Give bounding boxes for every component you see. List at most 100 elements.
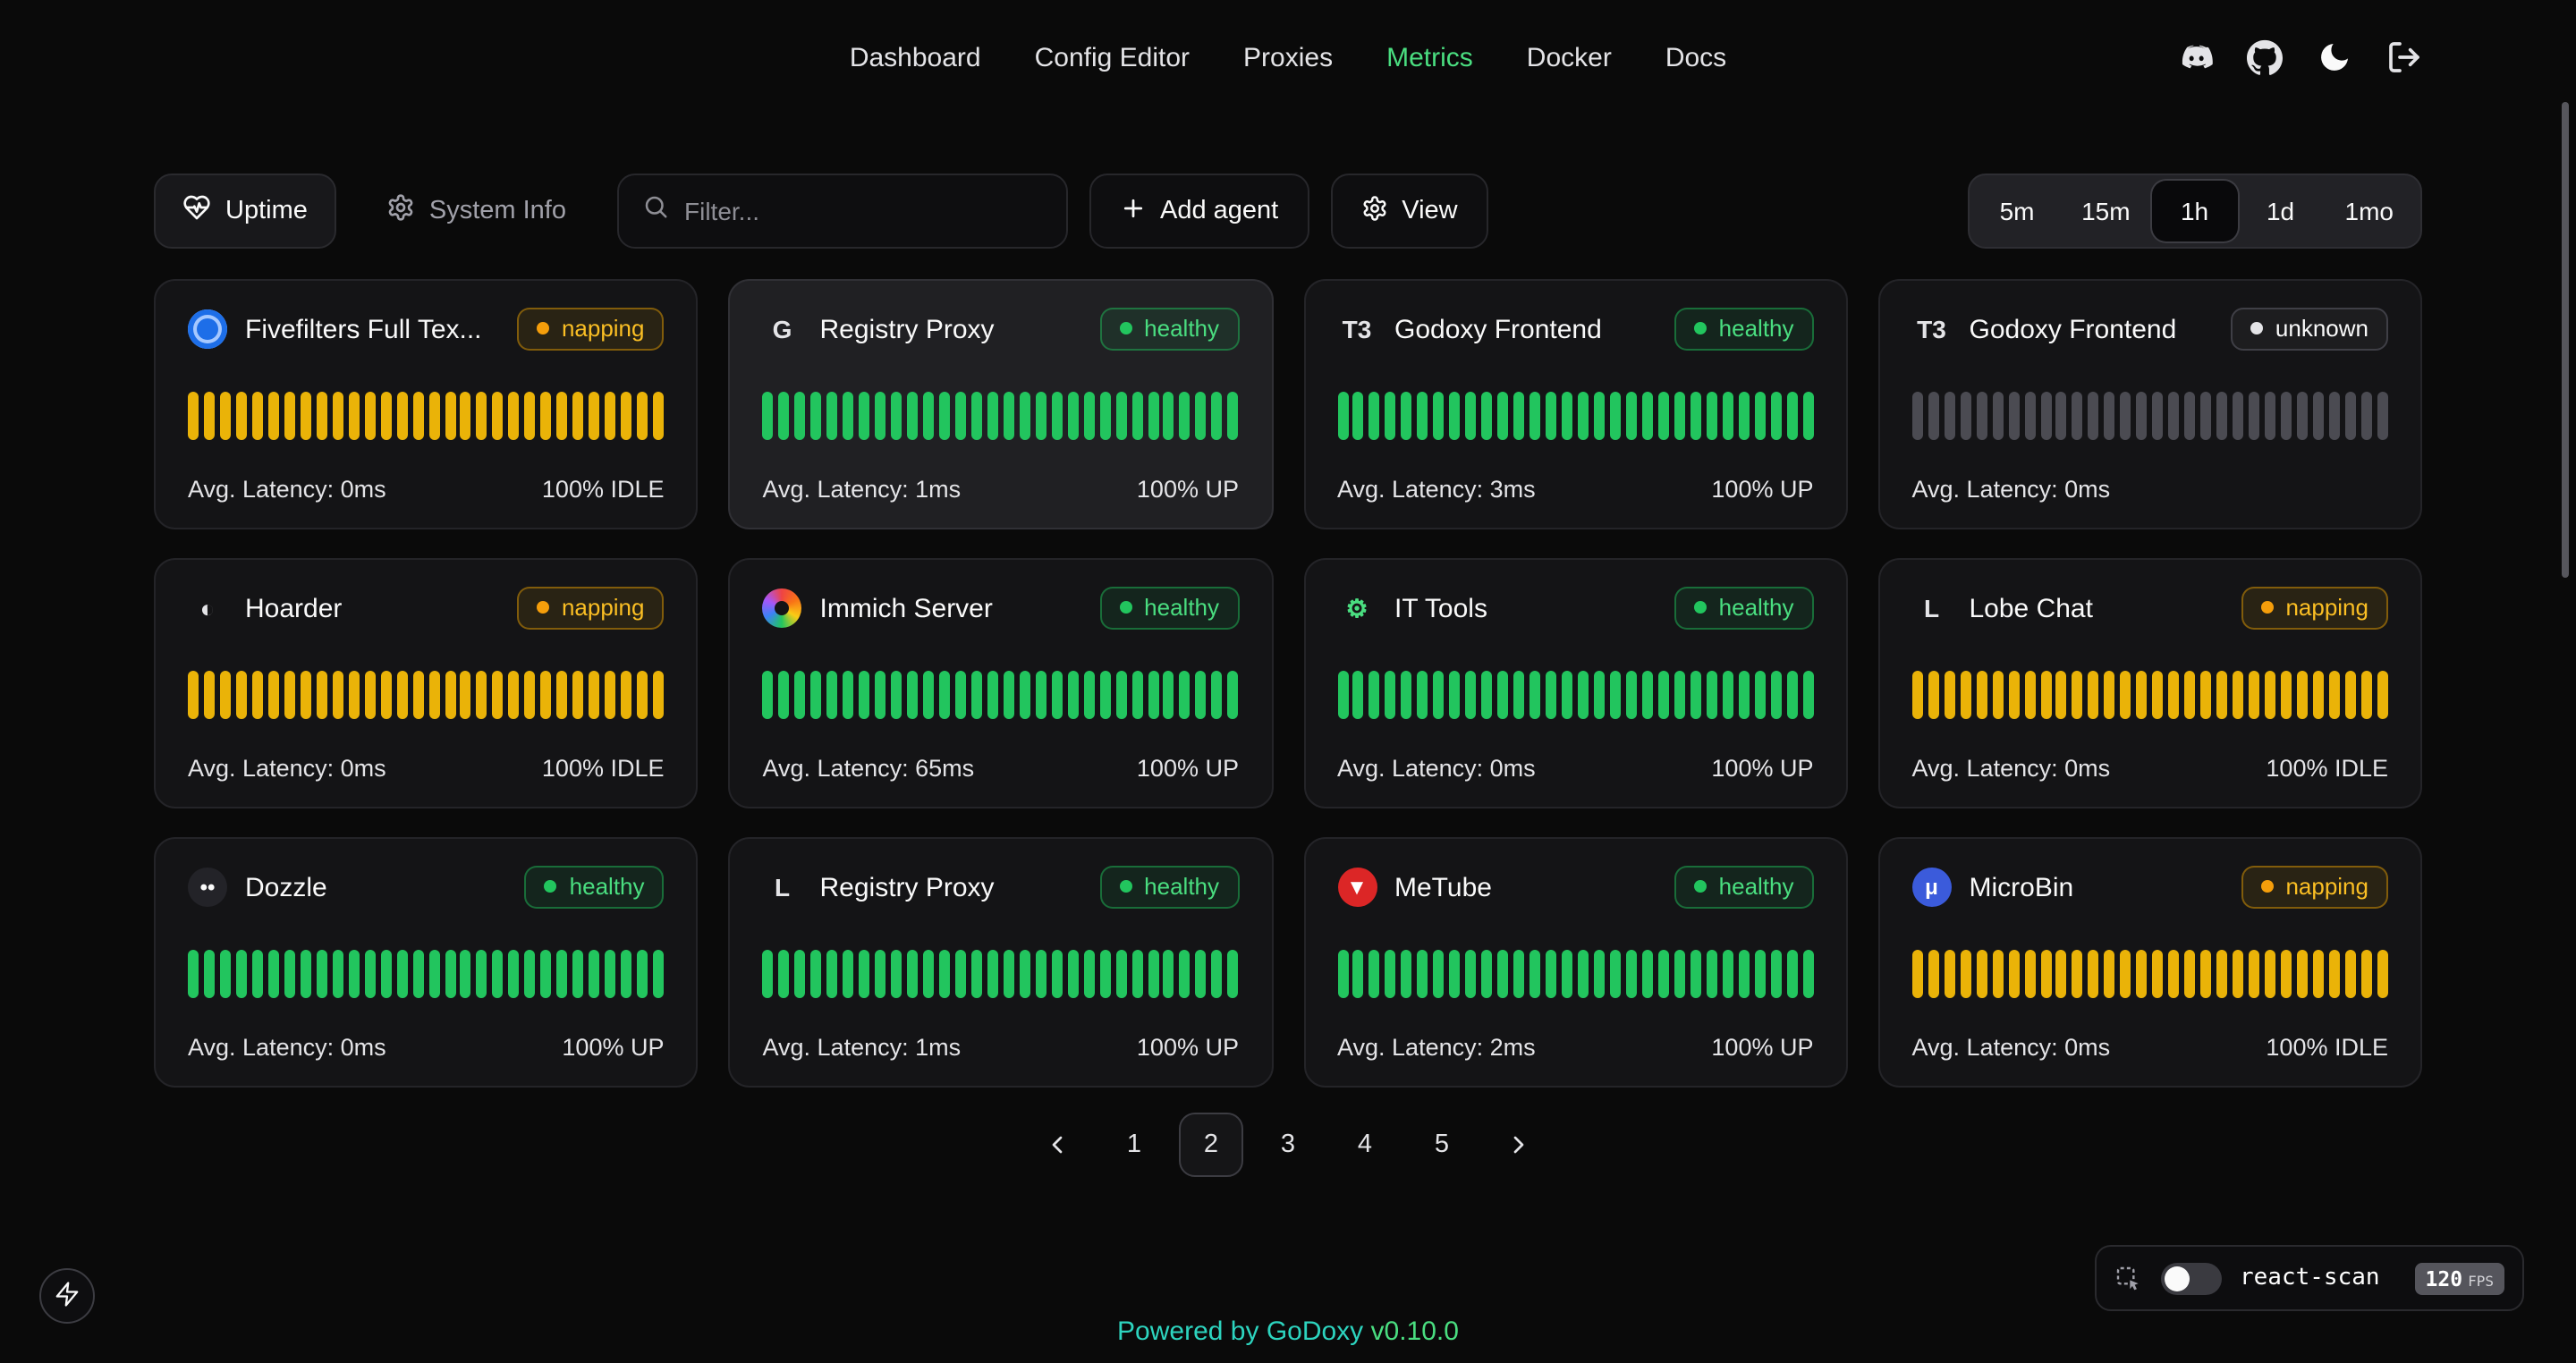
uptime-bar (2312, 949, 2324, 997)
page-2[interactable]: 2 (1179, 1113, 1243, 1177)
avg-latency: Avg. Latency: 1ms (762, 1034, 962, 1061)
service-card[interactable]: ▼ MeTube healthy Avg. Latency: 2ms 100% UP (1303, 837, 1848, 1088)
uptime-bar (396, 949, 408, 997)
add-agent-button[interactable]: Add agent (1089, 174, 1309, 249)
service-icon (762, 588, 802, 628)
uptime-bar (556, 670, 568, 718)
scrollbar-thumb[interactable] (2562, 102, 2569, 578)
uptime-bar (2328, 391, 2340, 439)
uptime-percent: 100% UP (1136, 476, 1239, 503)
react-scan-toggle[interactable] (2161, 1262, 2222, 1294)
service-card[interactable]: L Registry Proxy healthy Avg. Latency: 1ms 1… (728, 837, 1273, 1088)
service-card[interactable]: L Lobe Chat napping Avg. Latency: 0ms 100% I… (1877, 558, 2422, 808)
uptime-bar (572, 949, 584, 997)
card-footer: Avg. Latency: 1ms 100% UP (763, 476, 1240, 503)
uptime-bar (843, 670, 854, 718)
uptime-bar (843, 949, 854, 997)
search-icon (641, 193, 668, 229)
uptime-bar (1003, 670, 1014, 718)
nav-item-dashboard[interactable]: Dashboard (849, 42, 981, 72)
nav-item-config-editor[interactable]: Config Editor (1034, 42, 1191, 72)
status-badge: napping (516, 587, 665, 630)
filter-input[interactable] (684, 197, 1042, 225)
service-card[interactable]: Fivefilters Full Tex... napping Avg. Laten… (154, 279, 699, 529)
page-5[interactable]: 5 (1410, 1113, 1474, 1177)
uptime-bar (1513, 670, 1525, 718)
uptime-bar (1417, 391, 1428, 439)
toolbar: Uptime System Info Add agent View (154, 174, 2422, 249)
service-name: Godoxy Frontend (1969, 314, 2177, 344)
view-label: View (1402, 197, 1458, 225)
moon-icon[interactable] (2317, 39, 2352, 75)
range-1h[interactable]: 1h (2151, 181, 2238, 241)
uptime-bar (1625, 670, 1637, 718)
uptime-bars (762, 670, 1240, 718)
uptime-bar (1449, 949, 1461, 997)
page-3[interactable]: 3 (1256, 1113, 1320, 1177)
service-card[interactable]: ◐ Hoarder napping Avg. Latency: 0ms 100% IDL… (154, 558, 699, 808)
uptime-bar (1641, 949, 1653, 997)
discord-icon[interactable] (2177, 39, 2213, 75)
uptime-bar (460, 391, 471, 439)
uptime-bar (1911, 949, 1923, 997)
service-card[interactable]: T3 Godoxy Frontend healthy Avg. Latency: 3m… (1303, 279, 1848, 529)
uptime-bar (938, 391, 950, 439)
service-name: MicroBin (1969, 872, 2074, 902)
uptime-bar (1195, 391, 1207, 439)
nav-item-proxies[interactable]: Proxies (1243, 42, 1334, 72)
service-card[interactable]: T3 Godoxy Frontend unknown Avg. Latency: 0m… (1877, 279, 2422, 529)
range-5m[interactable]: 5m (1974, 181, 2060, 241)
uptime-bar (1641, 391, 1653, 439)
card-footer: Avg. Latency: 0ms (1912, 476, 2389, 503)
uptime-bar (2360, 391, 2372, 439)
range-15m[interactable]: 15m (2060, 181, 2151, 241)
status-dot (1693, 880, 1707, 893)
service-card[interactable]: Immich Server healthy Avg. Latency: 65ms 10… (728, 558, 1273, 808)
page-1[interactable]: 1 (1102, 1113, 1166, 1177)
uptime-bar (508, 949, 520, 997)
nav-item-metrics[interactable]: Metrics (1386, 42, 1473, 72)
lightning-icon (54, 1280, 80, 1312)
uptime-bar (540, 391, 552, 439)
uptime-bar (1019, 949, 1030, 997)
uptime-bar (2168, 391, 2180, 439)
theme-fab-button[interactable] (39, 1268, 95, 1324)
uptime-bar (2055, 391, 2067, 439)
uptime-bars (188, 391, 665, 439)
tab-label: System Info (428, 197, 566, 225)
uptime-bar (348, 391, 360, 439)
uptime-bar (1562, 949, 1573, 997)
uptime-bar (2152, 391, 2164, 439)
uptime-bar (2024, 670, 2036, 718)
uptime-bar (524, 391, 536, 439)
uptime-bar (1019, 670, 1030, 718)
page-4[interactable]: 4 (1333, 1113, 1397, 1177)
nav-item-docs[interactable]: Docs (1665, 42, 1727, 72)
github-icon[interactable] (2247, 39, 2283, 75)
tab-system-info[interactable]: System Info (358, 174, 595, 249)
service-icon: •• (188, 868, 227, 907)
uptime-percent: 100% UP (1136, 1034, 1239, 1061)
service-card[interactable]: •• Dozzle healthy Avg. Latency: 0ms 100% UP (154, 837, 699, 1088)
service-name: Dozzle (245, 872, 327, 902)
service-card[interactable]: μ MicroBin napping Avg. Latency: 0ms 100% ID… (1877, 837, 2422, 1088)
uptime-bar (2072, 949, 2083, 997)
next-page-button[interactable] (1487, 1113, 1551, 1177)
range-1d[interactable]: 1d (2238, 181, 2324, 241)
view-button[interactable]: View (1330, 174, 1488, 249)
uptime-percent: 100% UP (1711, 1034, 1814, 1061)
inspect-icon[interactable] (2114, 1264, 2143, 1292)
service-card[interactable]: ⚙ IT Tools healthy Avg. Latency: 0ms 100% UP (1303, 558, 1848, 808)
godoxy-link[interactable]: GoDoxy (1266, 1316, 1364, 1347)
status-dot (1693, 601, 1707, 614)
nav-item-docker[interactable]: Docker (1526, 42, 1612, 72)
service-card[interactable]: G Registry Proxy healthy Avg. Latency: 1ms 1… (728, 279, 1273, 529)
tab-uptime[interactable]: Uptime (154, 174, 336, 249)
avg-latency: Avg. Latency: 2ms (1337, 1034, 1536, 1061)
prev-page-button[interactable] (1025, 1113, 1089, 1177)
range-1mo[interactable]: 1mo (2324, 181, 2415, 241)
uptime-bar (1546, 949, 1557, 997)
uptime-bar (859, 391, 870, 439)
logout-icon[interactable] (2386, 39, 2422, 75)
uptime-bar (524, 670, 536, 718)
